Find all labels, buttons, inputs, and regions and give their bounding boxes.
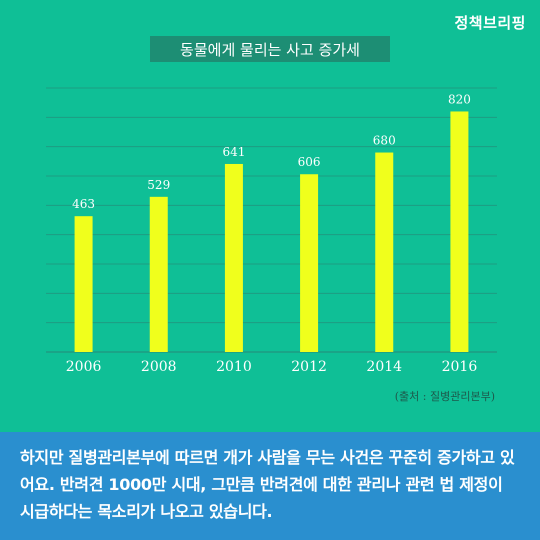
x-tick-label: 2010 — [216, 359, 252, 375]
x-tick-label: 2014 — [366, 359, 402, 375]
footer-caption: 하지만 질병관리본부에 따르면 개가 사람을 무는 사건은 꾸준히 증가하고 있… — [20, 448, 515, 521]
bar — [375, 152, 394, 352]
data-label: 820 — [448, 92, 471, 106]
brand-logo: 정책브리핑 — [454, 14, 526, 32]
x-tick-label: 2006 — [66, 359, 102, 375]
footer-caption-panel: 하지만 질병관리본부에 따르면 개가 사람을 무는 사건은 꾸준히 증가하고 있… — [0, 432, 540, 540]
bar — [300, 174, 319, 352]
data-label: 529 — [147, 178, 170, 192]
bar — [450, 111, 469, 352]
data-label: 463 — [72, 197, 95, 211]
source-note: (출처 : 질병관리본부) — [394, 390, 495, 403]
data-label: 641 — [222, 145, 245, 159]
bar — [74, 216, 93, 352]
x-tick-label: 2012 — [291, 359, 327, 375]
chart-title-box: 동물에게 물리는 사고 증가세 — [150, 36, 390, 62]
x-tick-label: 2008 — [141, 359, 177, 375]
chart-title: 동물에게 물리는 사고 증가세 — [180, 40, 360, 59]
bar-chart: 463 2006 529 2008 641 2010 606 2012 680 2014 820 20… — [46, 87, 497, 375]
x-tick-label: 2016 — [442, 359, 478, 375]
bar — [149, 196, 168, 352]
data-label: 680 — [373, 134, 396, 148]
bar — [224, 163, 243, 352]
data-label: 606 — [298, 155, 321, 169]
